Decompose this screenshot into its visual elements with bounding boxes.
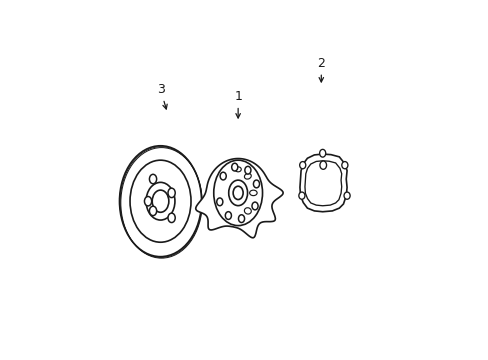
Ellipse shape: [168, 213, 175, 222]
Ellipse shape: [249, 190, 257, 195]
Text: 2: 2: [317, 57, 325, 82]
Ellipse shape: [235, 167, 241, 172]
Ellipse shape: [149, 206, 156, 216]
Ellipse shape: [253, 180, 259, 188]
Ellipse shape: [152, 190, 168, 212]
Ellipse shape: [231, 163, 237, 171]
Ellipse shape: [231, 164, 244, 175]
Ellipse shape: [238, 215, 244, 222]
Ellipse shape: [319, 149, 325, 157]
Polygon shape: [195, 158, 283, 238]
Text: 3: 3: [156, 83, 167, 109]
Ellipse shape: [168, 188, 175, 198]
Ellipse shape: [119, 146, 201, 257]
Ellipse shape: [228, 180, 247, 206]
Ellipse shape: [244, 208, 251, 214]
Ellipse shape: [244, 166, 250, 174]
Ellipse shape: [220, 172, 226, 180]
Ellipse shape: [222, 210, 235, 220]
Ellipse shape: [244, 187, 261, 199]
Ellipse shape: [213, 160, 262, 226]
Ellipse shape: [341, 162, 347, 169]
Ellipse shape: [319, 161, 326, 169]
Ellipse shape: [244, 174, 251, 179]
Ellipse shape: [298, 192, 305, 199]
Ellipse shape: [130, 160, 191, 242]
Ellipse shape: [251, 202, 258, 210]
Ellipse shape: [146, 183, 175, 220]
Polygon shape: [305, 161, 341, 206]
Ellipse shape: [225, 212, 231, 220]
Ellipse shape: [344, 192, 349, 199]
Ellipse shape: [240, 170, 255, 183]
Ellipse shape: [240, 204, 255, 218]
Ellipse shape: [225, 213, 231, 217]
Ellipse shape: [149, 174, 156, 184]
Ellipse shape: [216, 198, 223, 206]
Ellipse shape: [233, 186, 243, 199]
Ellipse shape: [299, 162, 305, 169]
Ellipse shape: [144, 197, 151, 206]
Text: 1: 1: [234, 90, 242, 118]
Polygon shape: [299, 154, 346, 212]
